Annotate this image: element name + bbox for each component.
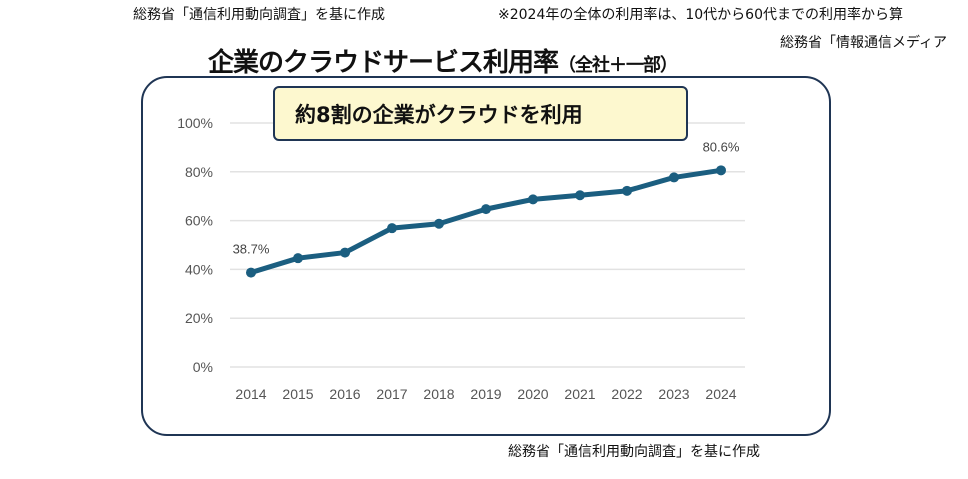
data-point (575, 190, 585, 201)
x-tick-label: 2020 (517, 386, 548, 402)
x-tick-label: 2016 (329, 386, 360, 402)
data-point (434, 218, 444, 229)
y-tick-label: 0% (193, 359, 213, 375)
title-suffix: （全社＋一部） (558, 55, 678, 76)
x-tick-label: 2022 (611, 386, 642, 402)
source-note-right: 総務省「情報通信メディア (780, 35, 948, 51)
x-tick-label: 2017 (376, 386, 407, 402)
data-point (340, 247, 350, 258)
x-tick-label: 2024 (705, 386, 736, 402)
x-tick-label: 2014 (235, 386, 266, 402)
source-note-bottom: 総務省「通信利用動向調査」を基に作成 (508, 444, 760, 460)
series-line (250, 167, 722, 275)
callout-box: 約8割の企業がクラウドを利用 (273, 86, 688, 141)
data-point (528, 194, 538, 205)
y-tick-label: 40% (185, 261, 213, 277)
source-note-left: 総務省「通信利用動向調査」を基に作成 (133, 7, 385, 23)
y-tick-label: 60% (185, 213, 213, 229)
y-tick-label: 80% (185, 164, 213, 180)
data-label: 38.7% (233, 242, 270, 257)
y-tick-label: 100% (177, 115, 213, 131)
x-tick-label: 2023 (658, 386, 689, 402)
footnote: ※2024年の全体の利用率は、10代から60代までの利用率から算 (498, 7, 903, 23)
y-tick-label: 20% (185, 310, 213, 326)
data-point (387, 223, 397, 234)
data-point (293, 253, 303, 264)
x-tick-label: 2015 (282, 386, 313, 402)
x-tick-label: 2018 (423, 386, 454, 402)
data-point (481, 204, 491, 215)
title-main: 企業のクラウドサービス利用率 (208, 48, 559, 78)
data-point (716, 165, 726, 176)
x-tick-label: 2019 (470, 386, 501, 402)
data-point (669, 172, 679, 183)
chart-frame (141, 76, 831, 436)
data-point (246, 267, 256, 278)
chart-title: 企業のクラウドサービス利用率（全社＋一部） (208, 42, 678, 79)
data-label: 80.6% (703, 139, 740, 154)
x-tick-label: 2021 (564, 386, 595, 402)
data-point (622, 185, 632, 196)
